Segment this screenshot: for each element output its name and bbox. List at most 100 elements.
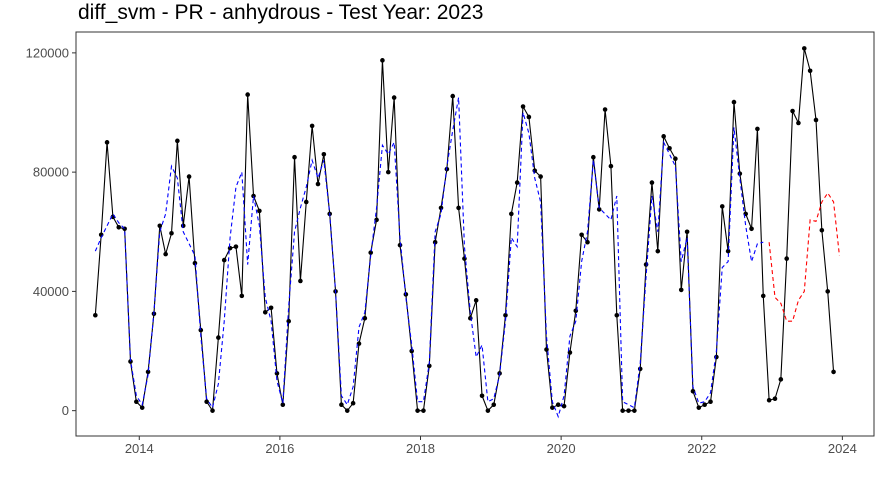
data-point-actual bbox=[432, 239, 438, 245]
data-point-actual bbox=[749, 226, 754, 232]
data-point-actual bbox=[620, 408, 625, 413]
data-point-actual bbox=[632, 408, 637, 413]
data-point-actual bbox=[790, 108, 795, 114]
data-point-actual bbox=[280, 402, 286, 407]
data-point-actual bbox=[198, 327, 204, 333]
data-point-actual bbox=[245, 92, 250, 97]
data-point-actual bbox=[462, 256, 467, 261]
y-tick-label: 40000 bbox=[33, 284, 69, 299]
data-point-actual bbox=[673, 156, 678, 162]
x-tick-label: 2014 bbox=[125, 441, 154, 456]
data-point-actual bbox=[169, 230, 174, 236]
data-point-actual bbox=[643, 262, 649, 267]
data-point-actual bbox=[708, 399, 713, 405]
data-point-actual bbox=[813, 117, 819, 123]
data-point-actual bbox=[315, 181, 321, 187]
data-point-actual bbox=[602, 107, 608, 112]
data-point-actual bbox=[684, 229, 690, 235]
data-point-actual bbox=[719, 204, 725, 209]
data-point-actual bbox=[690, 388, 696, 394]
data-point-actual bbox=[561, 403, 567, 409]
data-point-actual bbox=[233, 244, 239, 249]
data-point-actual bbox=[274, 371, 280, 376]
data-point-actual bbox=[485, 408, 491, 413]
data-point-actual bbox=[210, 408, 215, 413]
data-point-actual bbox=[760, 293, 766, 299]
data-point-actual bbox=[350, 400, 356, 406]
data-point-actual bbox=[450, 93, 456, 99]
data-point-actual bbox=[555, 402, 561, 407]
x-tick-label: 2016 bbox=[265, 441, 294, 456]
data-point-actual bbox=[134, 399, 139, 405]
data-point-actual bbox=[649, 180, 655, 185]
data-point-actual bbox=[503, 312, 508, 318]
data-point-actual bbox=[421, 408, 426, 413]
data-point-actual bbox=[298, 278, 303, 284]
y-tick-label: 0 bbox=[62, 403, 69, 418]
data-point-actual bbox=[98, 232, 104, 238]
data-point-actual bbox=[321, 151, 327, 157]
y-tick-label: 120000 bbox=[26, 45, 69, 60]
data-point-actual bbox=[268, 305, 274, 311]
data-point-actual bbox=[825, 289, 831, 294]
data-point-actual bbox=[145, 369, 151, 375]
data-point-actual bbox=[667, 145, 672, 151]
data-point-actual bbox=[397, 242, 403, 248]
data-point-actual bbox=[344, 408, 350, 413]
x-tick-label: 2022 bbox=[687, 441, 716, 456]
data-point-actual bbox=[309, 123, 315, 129]
data-point-actual bbox=[438, 205, 444, 211]
data-point-actual bbox=[427, 363, 432, 369]
data-point-actual bbox=[544, 347, 549, 352]
data-point-actual bbox=[192, 260, 198, 266]
data-point-actual bbox=[538, 174, 543, 179]
data-point-actual bbox=[157, 223, 163, 229]
data-point-actual bbox=[93, 312, 98, 318]
data-point-actual bbox=[468, 315, 473, 321]
data-point-actual bbox=[520, 104, 526, 109]
series-line-fitted bbox=[94, 97, 764, 419]
data-point-actual bbox=[579, 232, 584, 238]
data-point-actual bbox=[104, 140, 110, 145]
data-point-actual bbox=[409, 348, 415, 354]
x-tick-label: 2020 bbox=[547, 441, 576, 456]
data-point-actual bbox=[227, 245, 233, 251]
data-point-actual bbox=[655, 248, 661, 254]
data-point-actual bbox=[819, 227, 825, 233]
x-tick-label: 2018 bbox=[406, 441, 435, 456]
data-point-actual bbox=[637, 366, 643, 372]
data-point-actual bbox=[831, 369, 836, 375]
data-point-actual bbox=[380, 58, 385, 63]
data-point-actual bbox=[596, 207, 602, 212]
data-point-actual bbox=[262, 309, 268, 315]
data-point-actual bbox=[661, 134, 666, 139]
data-point-actual bbox=[772, 396, 778, 402]
data-point-actual bbox=[128, 359, 133, 364]
plot-panel bbox=[75, 31, 875, 437]
data-point-actual bbox=[731, 99, 737, 105]
data-point-actual bbox=[608, 163, 614, 169]
data-point-actual bbox=[163, 251, 168, 257]
data-point-actual bbox=[239, 293, 245, 299]
data-point-actual bbox=[626, 408, 631, 413]
data-point-actual bbox=[766, 397, 772, 403]
data-point-actual bbox=[591, 154, 596, 160]
data-point-actual bbox=[801, 46, 807, 51]
data-point-actual bbox=[456, 205, 461, 211]
data-point-actual bbox=[514, 180, 520, 185]
data-point-actual bbox=[391, 95, 397, 100]
data-point-actual bbox=[550, 405, 555, 410]
data-point-actual bbox=[303, 199, 309, 205]
data-point-actual bbox=[362, 315, 368, 321]
data-point-actual bbox=[696, 405, 702, 410]
data-point-actual bbox=[216, 335, 221, 340]
data-point-actual bbox=[139, 405, 145, 410]
data-point-actual bbox=[116, 224, 122, 230]
data-point-actual bbox=[784, 256, 789, 261]
data-point-actual bbox=[526, 114, 532, 120]
data-point-actual bbox=[702, 402, 707, 407]
data-point-actual bbox=[585, 239, 590, 245]
x-tick-label: 2024 bbox=[828, 441, 857, 456]
data-point-actual bbox=[678, 287, 684, 293]
data-point-actual bbox=[491, 402, 497, 407]
